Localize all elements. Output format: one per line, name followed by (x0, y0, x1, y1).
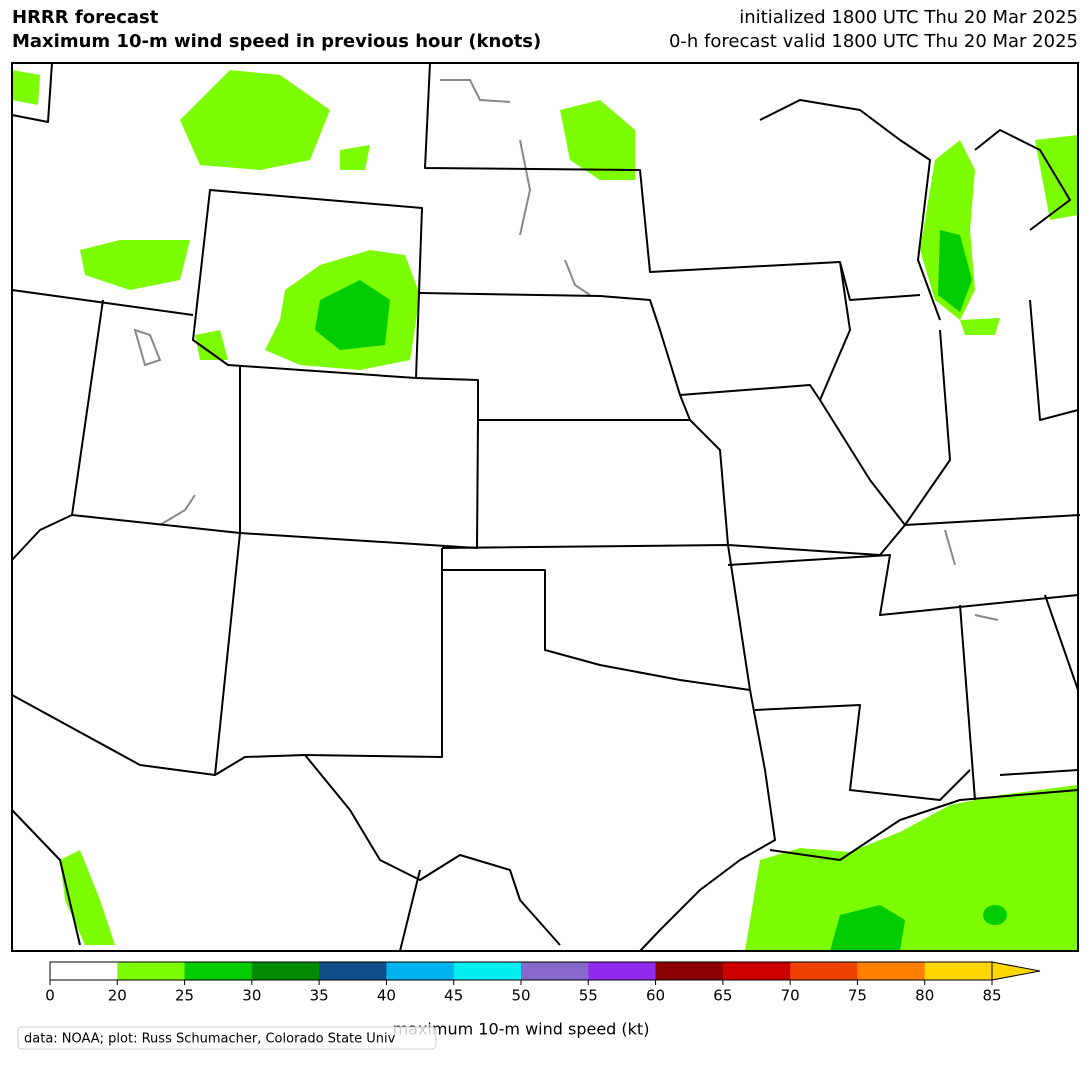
colorbar-tick-label: 25 (175, 987, 194, 1005)
colorbar-segment (588, 962, 657, 980)
colorbar-segment (655, 962, 724, 980)
colorbar-tick-label: 60 (646, 987, 665, 1005)
colorbar-tick-label: 40 (377, 987, 396, 1005)
colorbar-segment (857, 962, 926, 980)
colorbar-segment (924, 962, 993, 980)
credit: data: NOAA; plot: Russ Schumacher, Color… (24, 1032, 396, 1047)
map-frame (11, 62, 1079, 952)
colorbar-tick-label: 65 (713, 987, 732, 1005)
colorbar-segment (521, 962, 589, 980)
valid-time: 0-h forecast valid 1800 UTC Thu 20 Mar 2… (669, 31, 1078, 52)
colorbar-segment (117, 962, 186, 980)
colorbar-segment (453, 962, 522, 980)
colorbar-segment (722, 962, 791, 980)
colorbar-tick-label: 0 (45, 987, 55, 1005)
colorbar-tick-label: 85 (982, 987, 1001, 1005)
colorbar-label: maximum 10-m wind speed (kt) (393, 1020, 650, 1039)
subtitle: Maximum 10-m wind speed in previous hour… (12, 31, 541, 52)
colorbar-segment (319, 962, 387, 980)
colorbar-tick-label: 50 (511, 987, 530, 1005)
colorbar-segment (50, 962, 118, 980)
colorbar-tick-label: 35 (310, 987, 329, 1005)
colorbar-segment (790, 962, 858, 980)
init-time: initialized 1800 UTC Thu 20 Mar 2025 (739, 7, 1078, 28)
colorbar-tick-label: 30 (242, 987, 261, 1005)
colorbar-segment (184, 962, 253, 980)
title: HRRR forecast (12, 7, 159, 28)
map (11, 62, 1081, 952)
colorbar-tick-label: 75 (848, 987, 867, 1005)
colorbar-tick-label: 55 (579, 987, 598, 1005)
colorbar-tick-label: 80 (915, 987, 934, 1005)
colorbar-segment (251, 962, 320, 980)
colorbar-segment (386, 962, 455, 980)
colorbar-tick-label: 45 (444, 987, 463, 1005)
colorbar-tick-label: 70 (781, 987, 800, 1005)
colorbar-extend (991, 961, 1041, 981)
colorbar-tick-label: 20 (108, 987, 127, 1005)
credit-box (17, 1026, 437, 1050)
colorbar: 0 20 25 30 35 40 45 50 55 60 65 70 75 80 85 (45, 961, 1041, 1005)
